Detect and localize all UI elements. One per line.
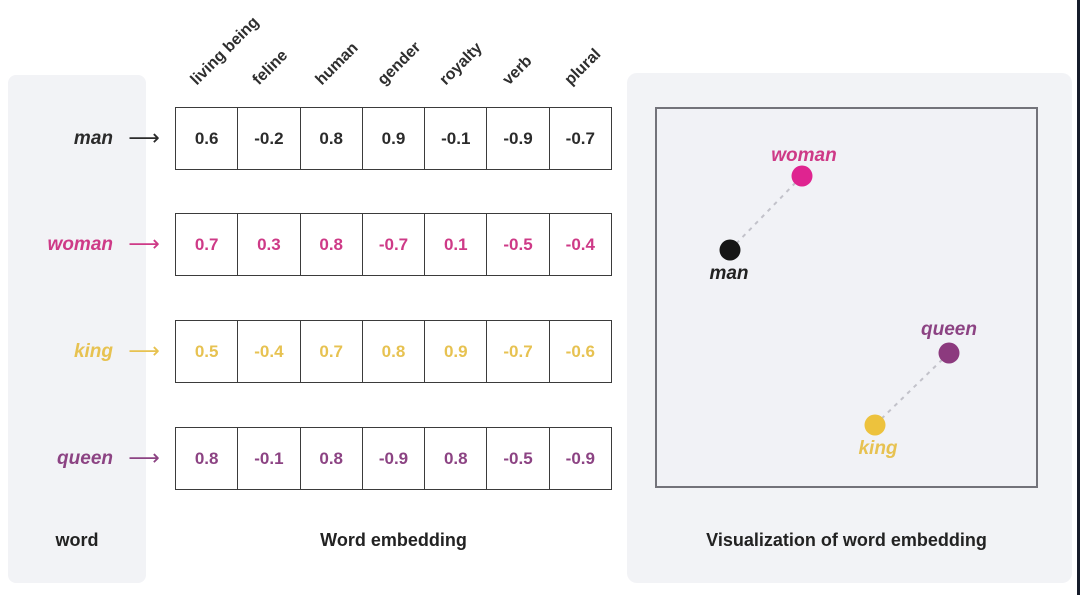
scatter-label-king: king [858, 438, 898, 459]
word-label-queen: queen [57, 447, 113, 469]
word-label-woman: woman [47, 233, 113, 255]
vector-cell: -0.9 [565, 448, 595, 468]
embedding-scatter-plot: woman man queen king [655, 107, 1038, 488]
embedding-row-queen: queen ⟶ 0.8 -0.1 0.8 -0.9 0.8 -0.5 -0.9 [0, 427, 613, 490]
vector-cell: 0.1 [425, 214, 488, 275]
arrow-right-icon: ⟶ [128, 338, 160, 364]
vector-cell: 0.8 [301, 108, 363, 169]
caption-visualization: Visualization of word embedding [706, 530, 987, 550]
vector-cell: -0.7 [363, 214, 426, 275]
embedding-vector-king: 0.5 -0.4 0.7 0.8 0.9 -0.7 -0.6 [175, 320, 612, 383]
embedding-vector-man: 0.6 -0.2 0.8 0.9 -0.1 -0.9 -0.7 [175, 107, 612, 170]
dimension-label-gender: gender [374, 38, 425, 89]
arrow-right-icon: ⟶ [128, 125, 160, 151]
embedding-row-king: king ⟶ 0.5 -0.4 0.7 0.8 0.9 -0.7 -0.6 [0, 320, 613, 383]
scatter-dot-king [864, 414, 886, 436]
dimension-label-verb: verb [499, 52, 536, 89]
vector-cell: 0.8 [301, 428, 363, 489]
scatter-label-queen: queen [921, 319, 977, 340]
scatter-label-woman: woman [771, 145, 837, 166]
word-column-panel [8, 75, 146, 583]
arrow-right-icon: ⟶ [128, 445, 160, 471]
vector-cell: -0.6 [565, 341, 595, 361]
vector-cell: 0.8 [363, 321, 426, 382]
vector-cell: 0.3 [238, 214, 301, 275]
vector-cell: -0.1 [425, 108, 488, 169]
vector-cell: 0.7 [301, 321, 363, 382]
vector-cell: 0.5 [176, 321, 239, 382]
caption-word-embedding: Word embedding [320, 530, 467, 550]
embedding-vector-queen: 0.8 -0.1 0.8 -0.9 0.8 -0.5 -0.9 [175, 427, 612, 490]
dimension-label-human: human [312, 39, 362, 89]
scatter-dot-woman [791, 165, 813, 187]
scatter-dot-man [719, 239, 741, 261]
embedding-row-woman: woman ⟶ 0.7 0.3 0.8 -0.7 0.1 -0.5 -0.4 [0, 213, 613, 276]
vector-cell: -0.1 [238, 428, 301, 489]
vector-cell: 0.9 [425, 321, 488, 382]
vector-cell: 0.8 [301, 214, 363, 275]
scatter-label-man: man [709, 263, 749, 284]
vector-cell: -0.9 [363, 428, 426, 489]
embedding-row-man: man ⟶ 0.6 -0.2 0.8 0.9 -0.1 -0.9 -0.7 [0, 107, 613, 170]
arrow-right-icon: ⟶ [128, 231, 160, 257]
word-label-king: king [73, 340, 113, 362]
vector-cell: -0.4 [238, 321, 301, 382]
vector-cell: -0.5 [487, 428, 550, 489]
vector-cell: 0.8 [425, 428, 488, 489]
vector-cell: -0.2 [238, 108, 301, 169]
dimension-label-plural: plural [561, 45, 605, 89]
vector-cell: 0.9 [363, 108, 426, 169]
scatter-dot-queen [938, 342, 960, 364]
caption-word-column: word [55, 530, 99, 550]
vector-cell: -0.7 [565, 128, 595, 148]
vector-cell: -0.4 [565, 234, 595, 254]
vector-cell: -0.5 [487, 214, 550, 275]
vector-cell: 0.8 [176, 428, 239, 489]
vector-cell: -0.7 [487, 321, 550, 382]
word-label-man: man [73, 127, 113, 149]
embedding-vector-woman: 0.7 0.3 0.8 -0.7 0.1 -0.5 -0.4 [175, 213, 612, 276]
dimension-label-feline: feline [249, 47, 292, 89]
vector-cell: 0.6 [176, 108, 239, 169]
frame-edge-line [1077, 0, 1080, 595]
vector-cell: -0.9 [487, 108, 550, 169]
dimension-label-royalty: royalty [436, 39, 486, 89]
dashed-connector-lines [729, 175, 950, 426]
vector-cell: 0.7 [176, 214, 239, 275]
